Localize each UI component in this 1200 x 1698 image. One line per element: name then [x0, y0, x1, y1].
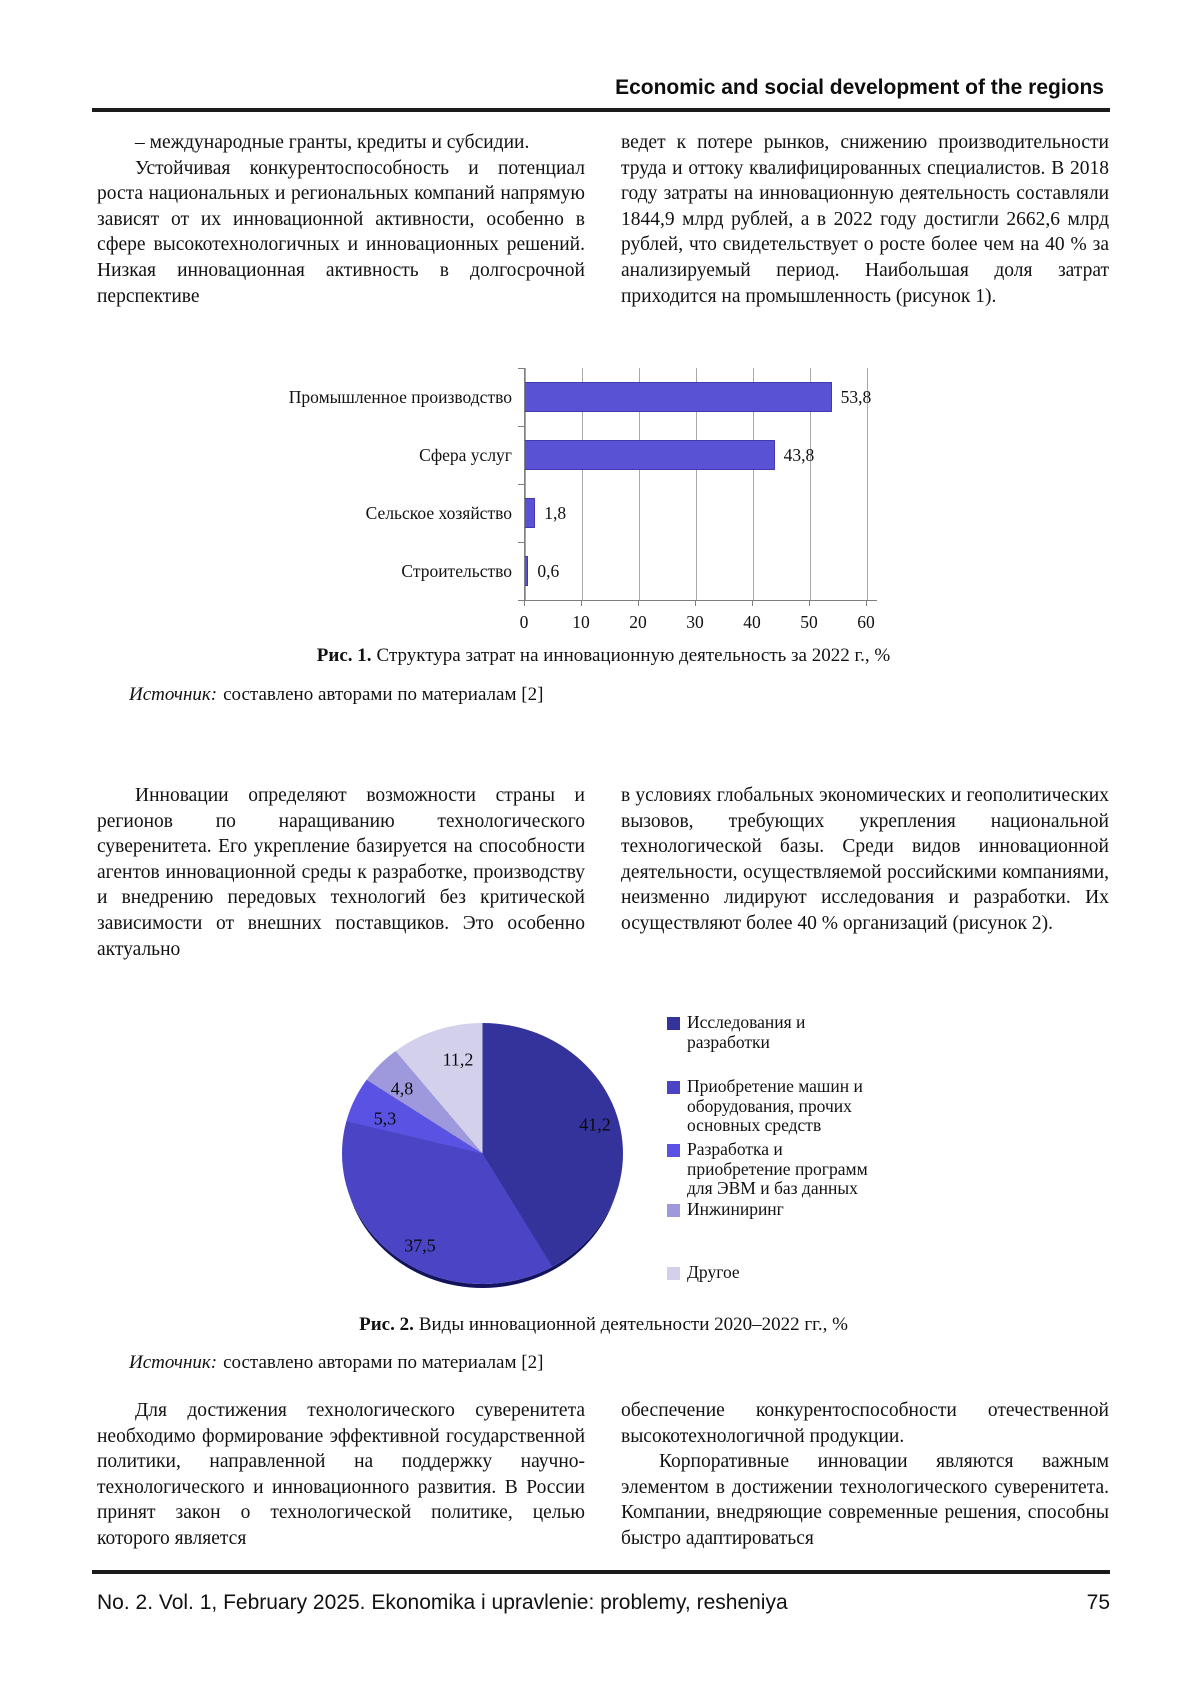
text-block-bottom: Для достижения технологического суверени… [97, 1398, 1110, 1552]
text-column-left: Для достижения технологического суверени… [97, 1398, 585, 1552]
bar-category-label: Сфера услуг [419, 444, 512, 465]
figure-2-source-text: составлено авторами по материалам [2] [223, 1352, 544, 1373]
bar-track: 53,8 [525, 381, 1110, 413]
footer-page-number: 75 [1086, 1591, 1110, 1614]
bar [525, 440, 775, 470]
text-block-top: – международные гранты, кредиты и субсид… [97, 130, 1110, 309]
paragraph: Инновации определяют возможности страны … [97, 785, 585, 960]
legend-swatch-icon [667, 1267, 680, 1280]
bar [525, 498, 536, 528]
legend-label: Другое [687, 1262, 740, 1282]
legend-swatch-icon [667, 1144, 680, 1157]
legend-swatch-icon [667, 1017, 680, 1030]
footer-journal-info: No. 2. Vol. 1, February 2025. Ekonomika … [97, 1591, 788, 1614]
bar-row: Сфера услуг 43,8 [97, 426, 1110, 484]
figure-1-source-label: Источник: [129, 684, 218, 705]
x-axis-tick-label: 50 [800, 612, 818, 632]
pie-slice-label: 11,2 [442, 1049, 474, 1070]
x-axis-tick-label: 60 [857, 612, 875, 632]
x-axis-tick-label: 0 [519, 612, 529, 632]
paragraph: Для достижения технологического суверени… [97, 1400, 585, 1549]
legend-item: Приобретение машин и оборудования, прочи… [667, 1076, 882, 1136]
bar [525, 382, 832, 412]
x-axis-tick-label: 40 [743, 612, 761, 632]
pie-slice-label: 41,2 [579, 1114, 611, 1135]
footer-rule [92, 1570, 1110, 1574]
x-axis-tick-label: 20 [629, 612, 647, 632]
figure-2-caption: Рис. 2. Виды инновационной деятельности 2… [97, 1314, 1110, 1336]
text-column-left: Инновации определяют возможности страны … [97, 783, 585, 962]
figure-1-caption-label: Рис. 1. [316, 645, 372, 666]
pie-slice-label: 5,3 [373, 1108, 397, 1129]
paragraph: Корпоративные инновации являются важным … [621, 1451, 1109, 1549]
figure-2-source-label: Источник: [129, 1352, 218, 1373]
text-block-middle: Инновации определяют возможности страны … [97, 783, 1110, 962]
bar-track: 43,8 [525, 439, 1110, 471]
legend-label: Инжиниринг [687, 1199, 784, 1219]
bar-category-label: Сельское хозяйство [365, 502, 512, 523]
paragraph: – международные гранты, кредиты и субсид… [135, 132, 530, 153]
text-column-right: ведет к потере рынков, снижению производ… [621, 130, 1109, 309]
bar [525, 556, 529, 586]
bar-category-label: Промышленное производство [288, 386, 512, 407]
paragraph: ведет к потере рынков, снижению производ… [621, 132, 1109, 307]
bar-value-label: 0,6 [537, 560, 560, 581]
legend-label: Разработка и приобретение программ для Э… [687, 1139, 868, 1198]
legend-item: Другое [667, 1262, 882, 1283]
pie-chart [342, 1023, 623, 1284]
figure-2-source: Источник: составлено авторами по материал… [129, 1352, 1109, 1374]
paragraph: в условиях глобальных экономических и ге… [621, 785, 1109, 934]
y-axis-ticks [518, 368, 524, 601]
figure-1-caption: Рис. 1. Структура затрат на инновационную… [97, 645, 1110, 667]
paragraph: обеспечение конкурентоспособности отечес… [621, 1400, 1109, 1447]
figure-1-source-text: составлено авторами по материалам [2] [223, 684, 544, 705]
legend-item: Исследования и разработки [667, 1012, 882, 1052]
legend-swatch-icon [667, 1204, 680, 1217]
legend-item: Инжиниринг [667, 1199, 882, 1220]
legend-item: Разработка и приобретение программ для Э… [667, 1139, 882, 1199]
bar-track: 0,6 [525, 555, 1110, 587]
legend-label: Приобретение машин и оборудования, прочи… [687, 1076, 863, 1135]
figure-1-source: Источник: составлено авторами по материал… [129, 684, 1109, 706]
x-axis-ticks [524, 600, 877, 606]
bar-value-label: 1,8 [544, 502, 567, 523]
bar-category-label: Строительство [401, 560, 512, 581]
x-axis-tick-label: 30 [686, 612, 704, 632]
bar-value-label: 43,8 [783, 444, 815, 465]
pie-slice-label: 4,8 [390, 1078, 414, 1099]
bar-value-label: 53,8 [840, 386, 872, 407]
figure-1-caption-text: Структура затрат на инновационную деятел… [376, 645, 891, 666]
figure-2-caption-text: Виды инновационной деятельности 2020–202… [418, 1314, 848, 1335]
pie-slice-label: 37,5 [404, 1235, 436, 1256]
paragraph: Устойчивая конкурентоспособность и потен… [97, 157, 585, 307]
figure-2-caption-label: Рис. 2. [359, 1314, 414, 1335]
bar-row: Строительство 0,6 [97, 542, 1110, 600]
x-axis-tick-label: 10 [572, 612, 590, 632]
bar-row: Промышленное производство 53,8 [97, 368, 1110, 426]
running-head: Economic and social development of the r… [615, 76, 1104, 99]
bar-track: 1,8 [525, 497, 1110, 529]
figure-1-bar-chart: Промышленное производство 53,8 Сфера усл… [97, 362, 1110, 638]
bar-row: Сельское хозяйство 1,8 [97, 484, 1110, 542]
text-column-left: – международные гранты, кредиты и субсид… [97, 130, 585, 309]
text-column-right: обеспечение конкурентоспособности отечес… [621, 1398, 1109, 1552]
legend-label: Исследования и разработки [687, 1012, 806, 1052]
text-column-right: в условиях глобальных экономических и ге… [621, 783, 1109, 962]
figure-2-pie-chart: 41,2 37,5 5,3 4,8 11,2 Исследования и ра… [97, 1008, 1110, 1298]
legend-swatch-icon [667, 1081, 680, 1094]
page-footer: No. 2. Vol. 1, February 2025. Ekonomika … [97, 1591, 1110, 1615]
header-rule [92, 108, 1110, 112]
